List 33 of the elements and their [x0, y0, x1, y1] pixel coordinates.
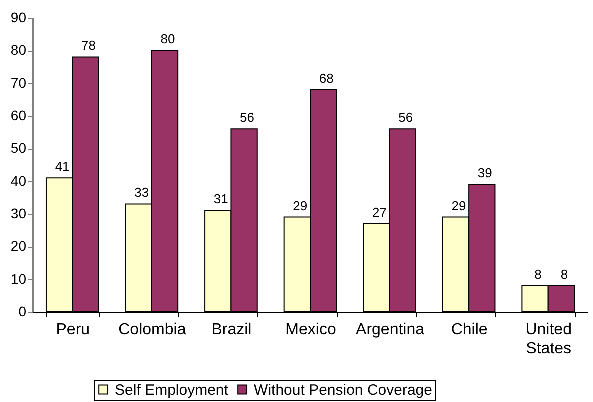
y-tick-label: 60 [10, 108, 27, 124]
x-tick-label: Mexico [286, 322, 336, 338]
x-tick-label: Colombia [118, 322, 186, 338]
x-tick-label: Chile [451, 322, 488, 338]
data-label: 56 [398, 110, 414, 126]
data-label: 8 [560, 266, 568, 282]
data-label: 39 [478, 166, 492, 181]
x-tick-label: Peru [56, 322, 90, 338]
data-label: 27 [372, 204, 387, 220]
legend-label: Without Pension Coverage [254, 382, 432, 399]
x-tick-label: Brazil [212, 322, 252, 338]
y-tick-label: 20 [10, 238, 27, 254]
x-tick-label: United States [526, 322, 572, 358]
data-label: 31 [214, 192, 228, 207]
data-label: 29 [293, 198, 308, 214]
y-tick-label: 0 [18, 304, 27, 320]
x-tick-label: Argentina [356, 322, 425, 338]
y-tick-label: 40 [10, 172, 27, 189]
data-label: 68 [319, 70, 334, 86]
y-tick-label: 50 [10, 140, 27, 156]
y-tick-label: 90 [10, 10, 27, 26]
data-label: 41 [55, 159, 70, 174]
data-label: 33 [134, 185, 150, 200]
data-label: 8 [534, 266, 542, 282]
y-tick-label: 30 [10, 206, 27, 222]
legend-label: Self Employment [115, 382, 230, 399]
data-label: 29 [452, 198, 466, 214]
data-label: 56 [240, 110, 255, 126]
y-tick-label: 70 [10, 74, 27, 91]
data-label: 78 [81, 38, 96, 54]
data-label: 80 [160, 32, 176, 47]
y-tick-label: 80 [10, 42, 27, 58]
y-tick-label: 10 [10, 270, 27, 287]
